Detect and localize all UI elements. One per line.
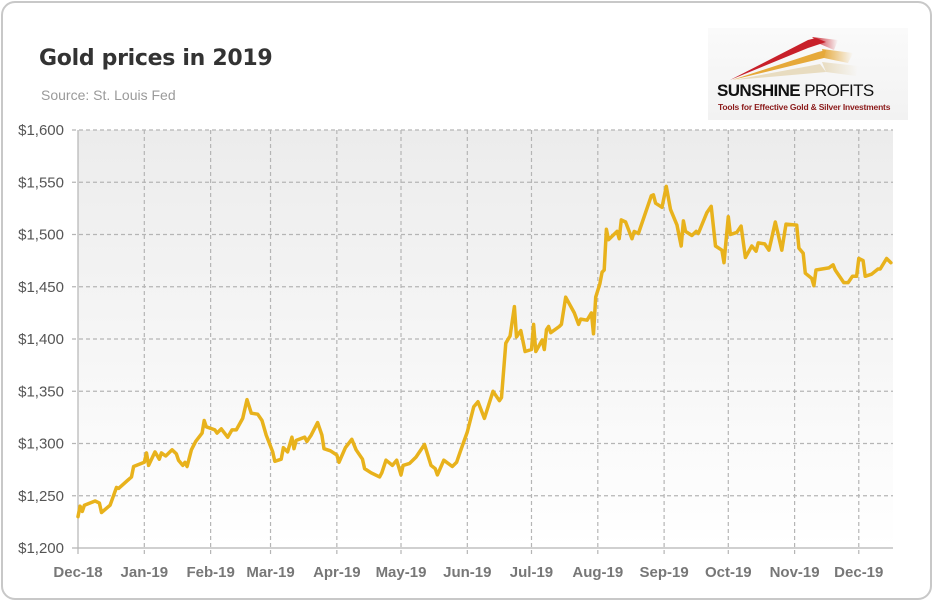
x-tick-label: Feb-19 [186,564,234,581]
x-tick-label: Mar-19 [246,564,294,581]
sunshine-profits-logo: SUNSHINE PROFITS Tools for Effective Gol… [708,28,908,120]
chart-title: Gold prices in 2019 [39,46,273,71]
y-tick-label: $1,600 [18,122,64,139]
chart-subtitle: Source: St. Louis Fed [41,87,176,103]
y-tick-label: $1,550 [18,174,64,191]
x-tick-label: Jun-19 [443,564,491,581]
y-tick-label: $1,250 [18,488,64,505]
x-tick-label: Jan-19 [121,564,169,581]
y-tick-label: $1,200 [18,540,64,557]
y-tick-label: $1,300 [18,436,64,453]
x-tick-label: Nov-19 [770,564,820,581]
logo-arrows-icon [730,37,858,80]
y-tick-label: $1,350 [18,383,64,400]
x-tick-label: Aug-19 [572,564,623,581]
x-tick-label: Apr-19 [313,564,361,581]
x-tick-label: Dec-18 [53,564,102,581]
x-tick-label: Oct-19 [705,564,752,581]
x-tick-label: Sep-19 [640,564,689,581]
x-tick-label: Jul-19 [510,564,553,581]
x-tick-label: May-19 [376,564,427,581]
y-tick-label: $1,450 [18,279,64,296]
x-tick-label: Dec-19 [834,564,883,581]
logo-tagline: Tools for Effective Gold & Silver Invest… [718,102,891,112]
y-tick-label: $1,400 [18,331,64,348]
logo-name: SUNSHINE PROFITS [717,81,874,100]
y-tick-label: $1,500 [18,227,64,244]
